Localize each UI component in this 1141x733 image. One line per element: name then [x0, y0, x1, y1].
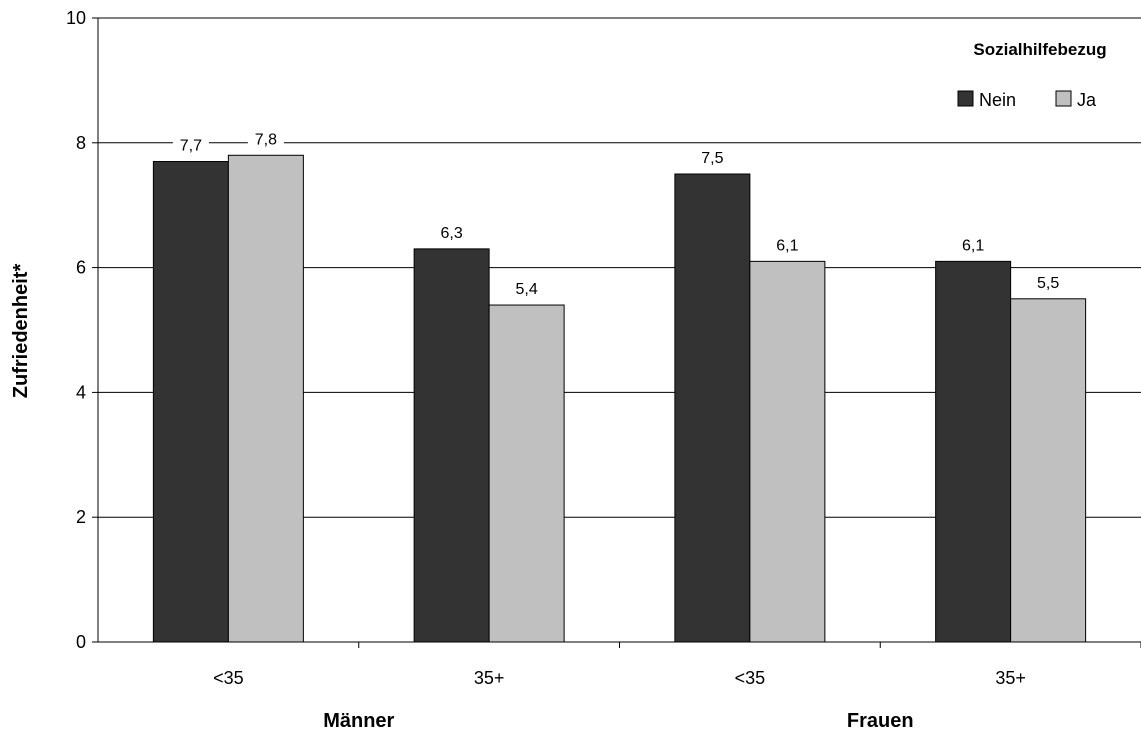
data-label: 7,8 [255, 131, 277, 148]
data-label-backing [1030, 271, 1067, 292]
legend-label-ja: Ja [1077, 90, 1097, 110]
data-label-backing [694, 147, 731, 167]
bar-ja [1010, 298, 1087, 643]
data-label: 6,1 [776, 237, 798, 254]
data-label: 6,3 [441, 225, 463, 242]
data-label: 7,5 [701, 150, 723, 167]
bar-ja [227, 154, 304, 643]
y-axis-label: Zufriedenheit* [10, 264, 32, 399]
group-labels: Männer Frauen [323, 710, 913, 732]
data-label-backing [433, 221, 470, 242]
bar-nein [413, 248, 490, 643]
bar-nein [674, 173, 751, 643]
x-tick-label: <35 [213, 668, 244, 688]
bar-nein [152, 161, 229, 643]
data-label-backing [955, 234, 992, 255]
y-tick-label: 10 [66, 8, 86, 28]
bar-ja [749, 260, 826, 643]
legend-swatch-ja [1055, 90, 1072, 107]
data-label-backing [247, 128, 284, 149]
y-ticks: 0 2 4 6 8 10 [66, 8, 98, 652]
data-label-backing [172, 134, 209, 155]
y-tick-label: 0 [76, 632, 86, 652]
legend-swatch-nein [957, 90, 974, 107]
group-label: Frauen [847, 710, 914, 732]
bar-nein [935, 260, 1012, 643]
y-tick-label: 2 [76, 507, 86, 527]
legend-label-nein: Nein [979, 90, 1016, 110]
data-label: 5,4 [516, 281, 538, 298]
data-label: 5,5 [1037, 275, 1059, 292]
legend-title: Sozialhilfebezug [973, 40, 1106, 59]
bars: 7,7 7,8 6,3 5,4 7,5 6,1 6,1 5,5 [152, 128, 1087, 643]
x-tick-labels: <35 35+ <35 35+ [213, 642, 1141, 688]
y-tick-label: 4 [76, 382, 86, 402]
legend: Sozialhilfebezug Nein Ja [957, 40, 1107, 110]
x-tick-label: 35+ [474, 668, 505, 688]
x-tick-label: <35 [735, 668, 766, 688]
data-label-backing [769, 234, 806, 255]
data-label: 7,7 [180, 138, 202, 155]
x-tick-label: 35+ [995, 668, 1026, 688]
data-label: 6,1 [962, 237, 984, 254]
bar-ja [488, 304, 565, 643]
y-tick-label: 8 [76, 133, 86, 153]
group-label: Männer [323, 710, 394, 732]
y-tick-label: 6 [76, 258, 86, 278]
data-label-backing [508, 278, 545, 299]
